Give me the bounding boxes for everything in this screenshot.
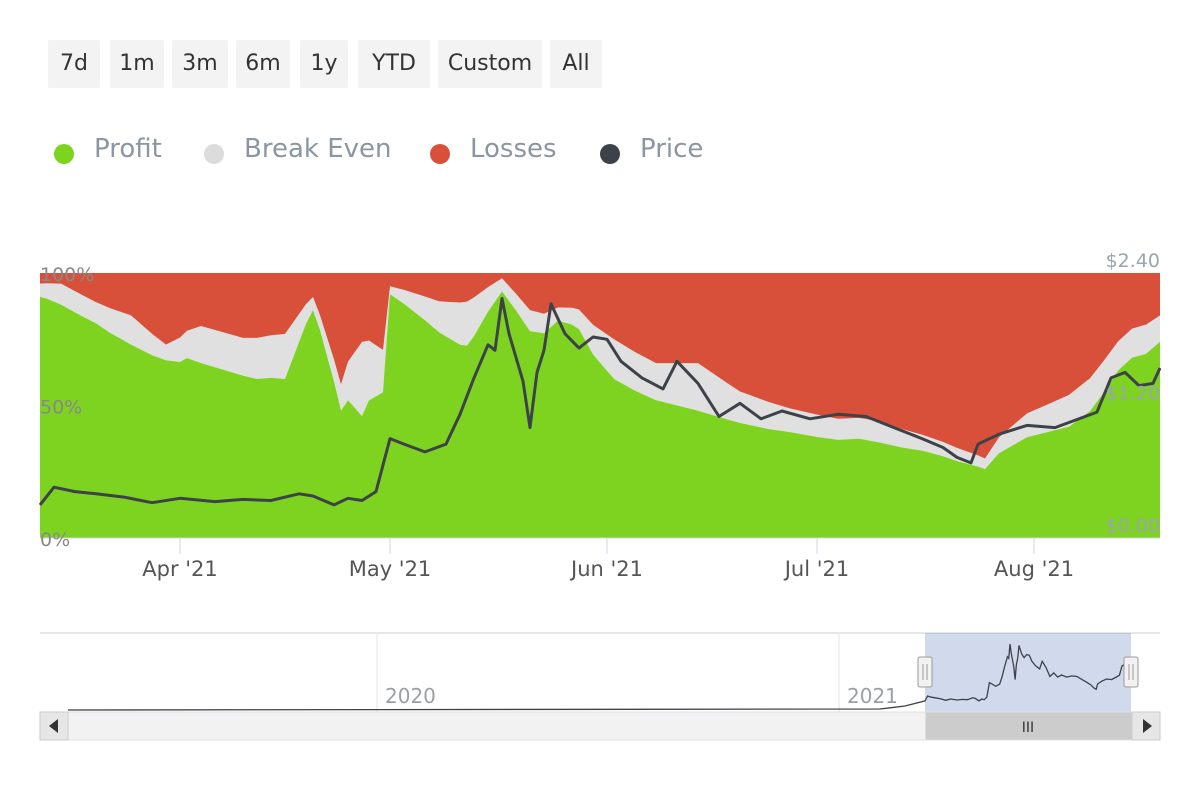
navigator: 2020 2021 III (39, 632, 1161, 741)
y-right-tick-label: $1.20 (1106, 383, 1160, 405)
scrollbar-thumb[interactable]: III (925, 712, 1132, 740)
navigator-year-label: 2020 (385, 684, 436, 708)
x-tick-label: Apr '21 (142, 557, 218, 581)
price-layer (38, 296, 1162, 507)
axes: Apr '21 May '21 Jun '21 Jul '21 Aug '21 0% 50%… (40, 250, 1160, 581)
legend-item-losses[interactable]: Losses (430, 130, 570, 174)
range-button-6m[interactable]: 6m (236, 40, 290, 88)
legend-label-losses: Losses (470, 134, 557, 164)
price-line (38, 296, 1162, 507)
range-button-1y[interactable]: 1y (300, 40, 348, 88)
navigator-handle-left[interactable] (917, 656, 933, 688)
legend-item-break-even[interactable]: Break Even (204, 130, 404, 174)
y-right-tick-label: $2.40 (1106, 250, 1160, 272)
range-button-all[interactable]: All (550, 40, 602, 88)
y-left-tick-label: 50% (40, 397, 82, 419)
scrollbar-left-button[interactable] (39, 711, 69, 741)
y-right-tick-label: $0.00 (1106, 515, 1160, 537)
legend-label-price: Price (640, 134, 704, 164)
scrollbar-thumb-grip: III (1022, 720, 1034, 736)
scrollbar-right-button[interactable] (1131, 711, 1161, 741)
range-button-ytd[interactable]: YTD (358, 40, 430, 88)
range-button-7d[interactable]: 7d (48, 40, 100, 88)
range-button-3m[interactable]: 3m (172, 40, 228, 88)
y-left-tick-label: 0% (40, 529, 70, 551)
range-button-1m[interactable]: 1m (110, 40, 164, 88)
navigator-selection[interactable] (925, 633, 1131, 712)
profit-area (40, 291, 1160, 538)
navigator-year-label: 2021 (847, 684, 898, 708)
legend-item-price[interactable]: Price (600, 130, 730, 174)
legend-swatch-losses (430, 144, 450, 164)
x-tick-label: May '21 (349, 557, 432, 581)
scroll-left-arrow-icon (49, 719, 58, 733)
legend-swatch-break-even (204, 144, 224, 164)
legend-label-break-even: Break Even (244, 134, 392, 164)
stacked-areas (40, 273, 1160, 538)
y-left-tick-label: 100% (40, 264, 94, 286)
legend-swatch-price (600, 144, 620, 164)
scroll-right-arrow-icon (1143, 719, 1152, 733)
x-tick-label: Aug '21 (994, 557, 1074, 581)
x-tick-label: Jun '21 (569, 557, 643, 581)
navigator-series (67, 643, 1132, 711)
legend-item-profit[interactable]: Profit (54, 130, 184, 174)
x-tick-label: Jul '21 (783, 557, 850, 581)
legend-swatch-profit (54, 144, 74, 164)
navigator-handle-right[interactable] (1123, 656, 1139, 688)
legend-label-profit: Profit (94, 134, 162, 164)
range-button-custom[interactable]: Custom (438, 40, 542, 88)
